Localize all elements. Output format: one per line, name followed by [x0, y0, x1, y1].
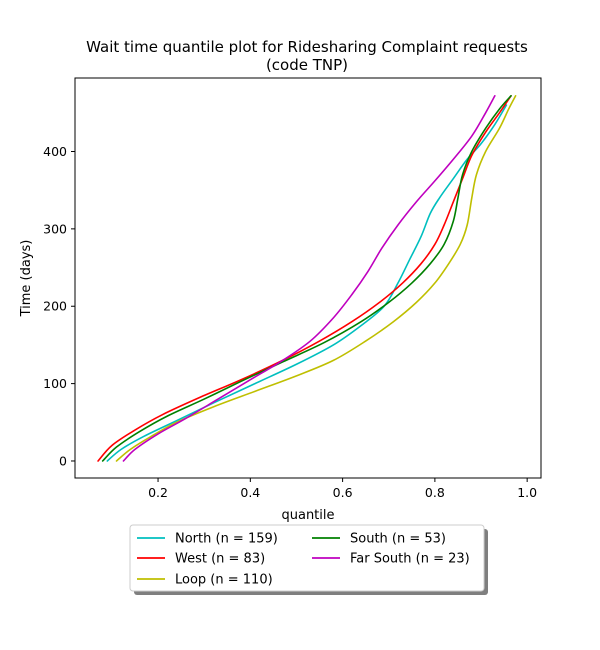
x-tick-label: 0.4: [240, 485, 260, 500]
legend-label: North (n = 159): [175, 532, 278, 547]
x-axis-ticks: 0.2 0.4 0.6 0.8 1.0: [148, 478, 537, 500]
chart-title-line2: (code TNP): [266, 56, 348, 74]
legend-label: West (n = 83): [175, 552, 265, 567]
series-layer: [97, 94, 517, 462]
x-tick-label: 0.8: [425, 485, 445, 500]
legend-label: South (n = 53): [350, 532, 446, 547]
series-line-3: [101, 94, 512, 462]
legend-box: [129, 524, 485, 592]
legend-label: Loop (n = 110): [175, 573, 273, 588]
y-tick-label: 0: [59, 453, 67, 468]
y-axis-label: Time (days): [19, 240, 34, 318]
y-tick-label: 400: [43, 144, 67, 159]
y-axis-ticks: 0 100 200 300 400: [43, 144, 75, 468]
series-line-2: [115, 94, 517, 462]
legend: North (n = 159) West (n = 83) Loop (n = 11…: [129, 524, 488, 595]
x-axis-label: quantile: [281, 508, 334, 523]
y-tick-label: 300: [43, 221, 67, 236]
legend-items: North (n = 159) West (n = 83) Loop (n = 11…: [137, 532, 470, 588]
x-tick-label: 0.6: [333, 485, 353, 500]
y-tick-label: 200: [43, 299, 67, 314]
series-line-1: [97, 94, 512, 462]
x-tick-label: 0.2: [148, 485, 168, 500]
plot-area: [74, 77, 542, 479]
series-line-0: [106, 104, 508, 462]
x-tick-label: 1.0: [517, 485, 537, 500]
y-tick-label: 100: [43, 376, 67, 391]
chart-title-line1: Wait time quantile plot for Ridesharing …: [86, 38, 528, 56]
series-line-4: [122, 94, 496, 462]
legend-label: Far South (n = 23): [350, 552, 470, 567]
